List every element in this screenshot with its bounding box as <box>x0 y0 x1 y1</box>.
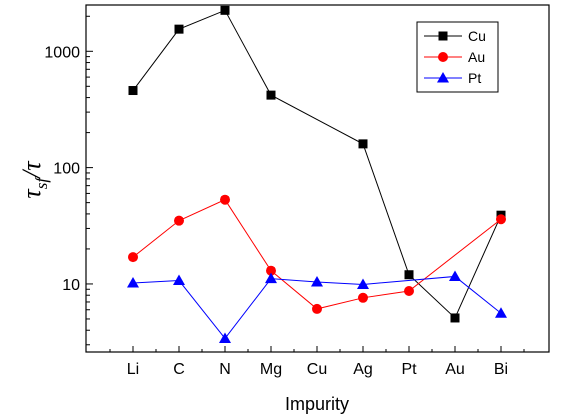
series-line <box>132 199 502 310</box>
data-point <box>173 274 185 286</box>
data-point <box>404 270 414 280</box>
legend-label: Au <box>468 49 485 65</box>
x-axis-title: Impurity <box>285 394 349 414</box>
series-line <box>132 275 502 340</box>
data-point <box>128 252 138 263</box>
data-point <box>437 72 449 83</box>
data-point <box>438 52 448 62</box>
y-axis-title: τsf/τ <box>17 160 51 199</box>
data-point <box>496 214 506 225</box>
data-point <box>174 215 184 226</box>
data-point <box>265 272 277 284</box>
series-line <box>132 9 502 319</box>
data-point <box>266 265 276 276</box>
data-point <box>358 292 368 303</box>
series-pt <box>127 270 507 343</box>
y-axis-title-main: τ <box>17 188 46 199</box>
series-layer <box>127 5 507 343</box>
x-tick-label: Au <box>445 361 465 378</box>
data-point <box>358 139 368 149</box>
y-axis-title-slash: / <box>17 168 46 180</box>
data-point <box>450 313 460 323</box>
x-tick-label: Pt <box>401 361 417 378</box>
legend: Cu Au Pt <box>416 21 499 93</box>
data-point <box>404 285 414 296</box>
x-tick-label: Li <box>127 361 139 378</box>
data-point <box>495 307 507 318</box>
x-tick-label: Bi <box>494 361 508 378</box>
legend-label: Cu <box>468 28 486 44</box>
x-tick-label: N <box>219 361 231 378</box>
legend-item-pt: Pt <box>424 70 481 86</box>
y-tick-label: 1000 <box>44 44 80 61</box>
y-axis-title-sub: sf <box>32 176 51 190</box>
data-point <box>311 275 323 287</box>
data-point <box>449 270 461 281</box>
x-tick-label: Ag <box>353 361 373 378</box>
series-au <box>128 194 506 314</box>
legend-label: Pt <box>468 70 481 86</box>
data-point <box>219 332 231 343</box>
axis-ticks: Li C N Mg Cu Ag Pt Au Bi 10 100 1000 <box>44 15 525 378</box>
legend-item-cu: Cu <box>424 28 486 44</box>
legend-item-au: Au <box>424 49 485 65</box>
data-point <box>127 276 139 288</box>
data-point <box>438 31 448 41</box>
y-tick-label: 10 <box>62 277 80 294</box>
x-tick-label: Cu <box>307 361 327 378</box>
data-point <box>220 194 230 205</box>
data-point <box>357 278 369 289</box>
data-point <box>128 86 138 96</box>
x-tick-label: Mg <box>260 361 282 378</box>
data-point <box>174 24 184 34</box>
x-tick-label: C <box>173 361 185 378</box>
y-axis-title-den: τ <box>17 160 46 171</box>
data-point <box>266 90 276 100</box>
data-point <box>312 303 322 314</box>
y-tick-label: 100 <box>53 161 80 178</box>
data-point <box>220 5 230 15</box>
